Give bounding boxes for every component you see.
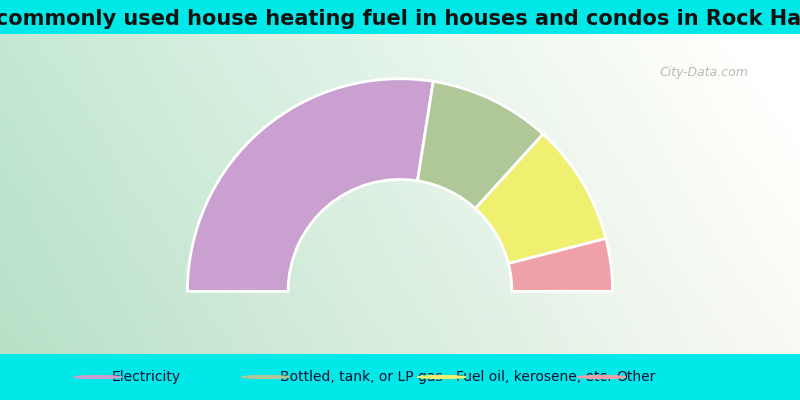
Text: Bottled, tank, or LP gas: Bottled, tank, or LP gas [280,370,442,384]
Circle shape [242,376,290,378]
Text: Electricity: Electricity [112,370,181,384]
Wedge shape [508,238,613,291]
Text: Other: Other [616,370,655,384]
Text: Fuel oil, kerosene, etc.: Fuel oil, kerosene, etc. [456,370,611,384]
Wedge shape [475,134,606,264]
Text: City-Data.com: City-Data.com [659,66,749,79]
Wedge shape [418,81,543,208]
Circle shape [578,376,626,378]
Circle shape [74,376,122,378]
Wedge shape [187,79,434,291]
Text: Most commonly used house heating fuel in houses and condos in Rock Hall, MD: Most commonly used house heating fuel in… [0,9,800,29]
Circle shape [418,376,466,378]
